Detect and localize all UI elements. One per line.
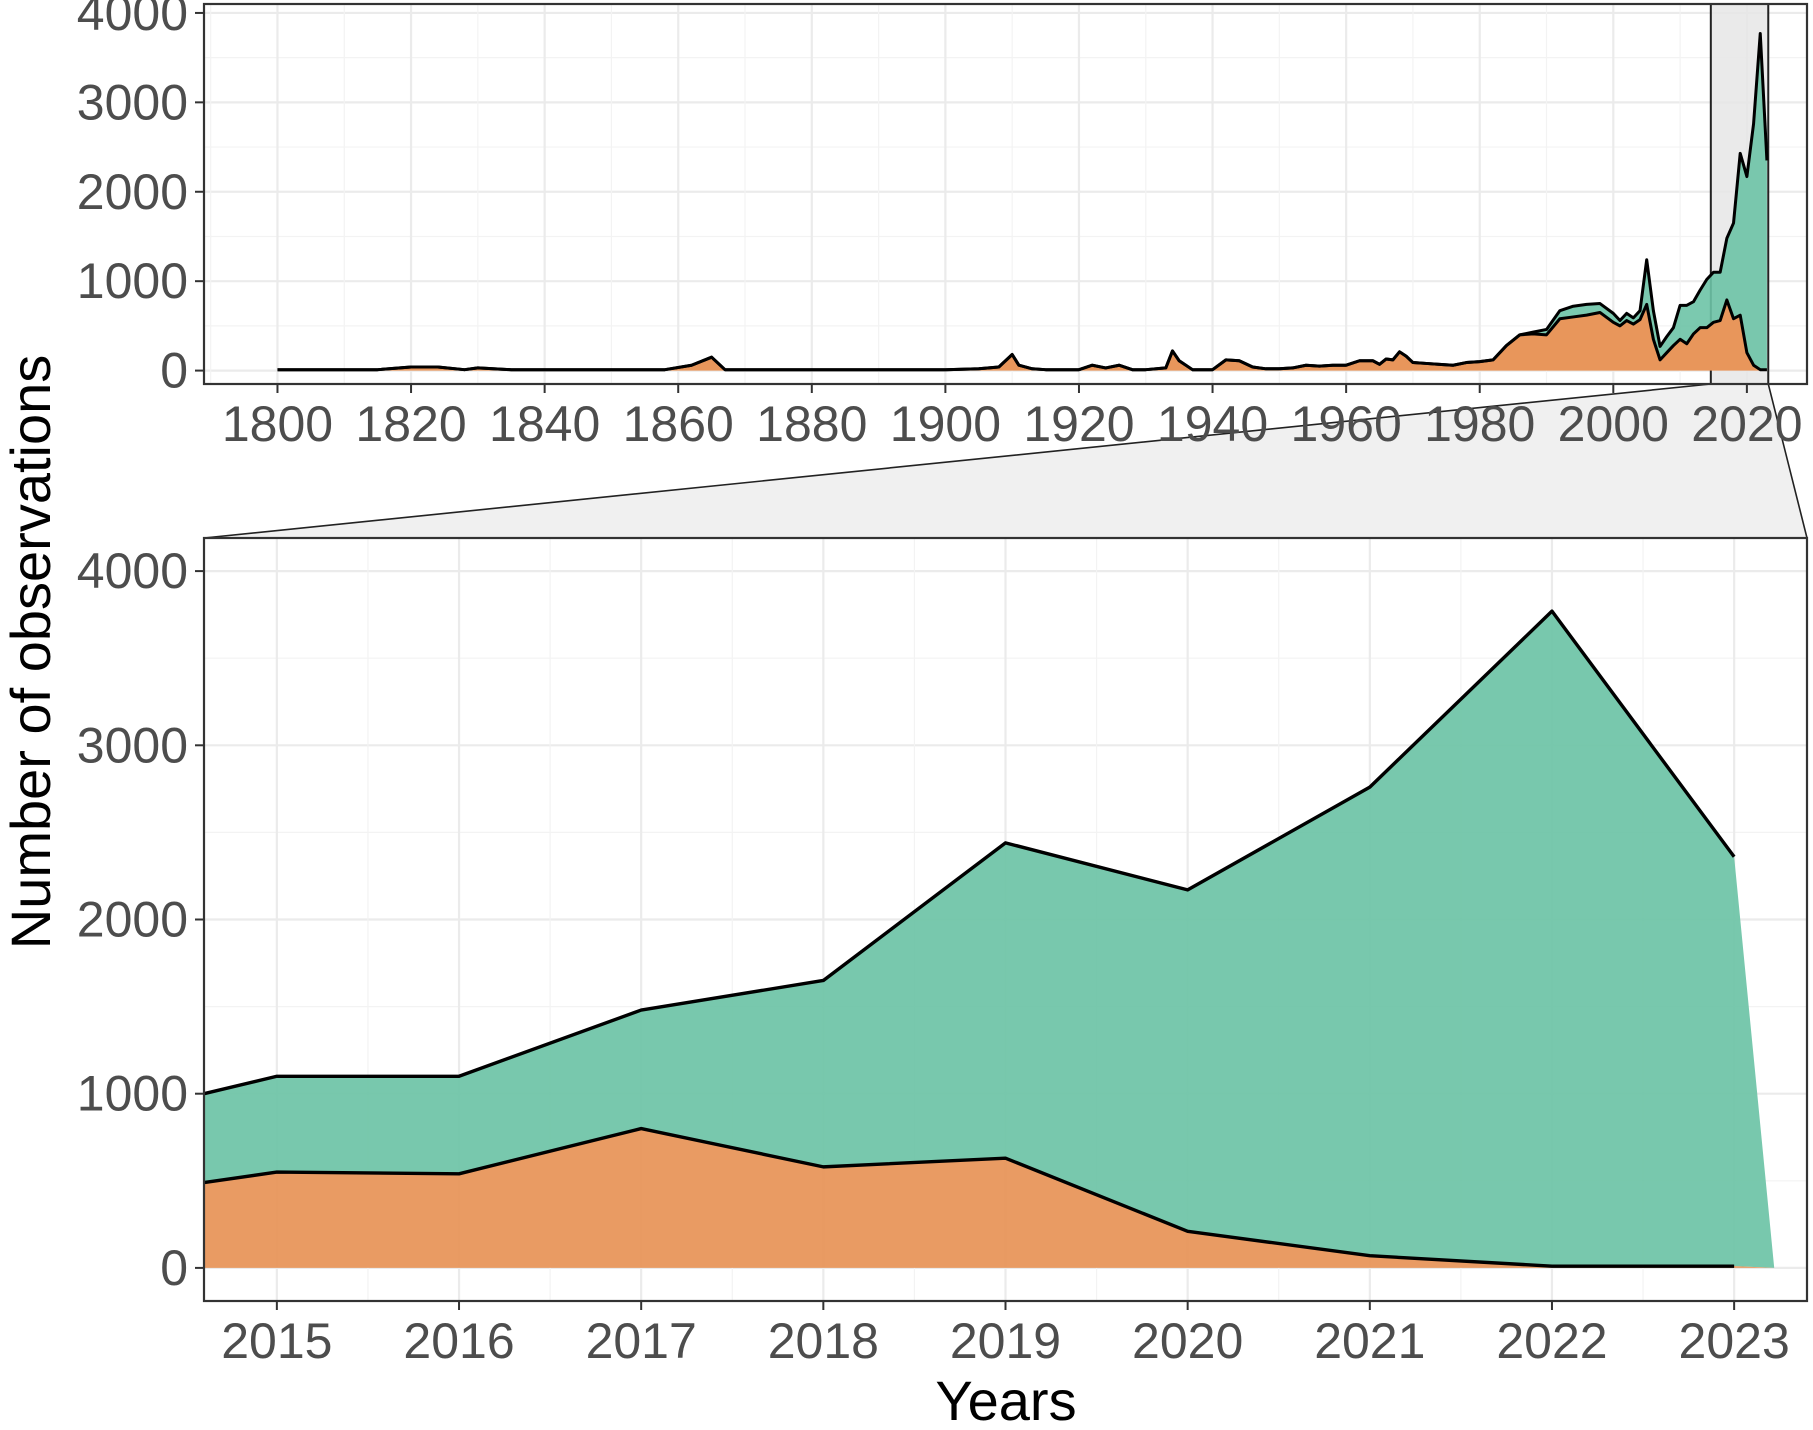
zoom-orange-outline bbox=[203, 1126, 1735, 1268]
x-tick-label: 2015 bbox=[221, 1313, 332, 1369]
x-tick-label: 2000 bbox=[1558, 396, 1669, 452]
x-tick-label: 1980 bbox=[1424, 396, 1535, 452]
overview-areas bbox=[277, 32, 1769, 372]
y-tick-label: 2000 bbox=[77, 164, 188, 220]
x-tick-label: 1840 bbox=[489, 396, 600, 452]
zoom-y-ticks: 0 1000 2000 3000 4000 bbox=[77, 543, 204, 1296]
x-axis-title: Years bbox=[935, 1369, 1076, 1430]
overview-panel: 0 1000 2000 3000 4000 1800 1820 1840 1860 1880 19… bbox=[77, 0, 1809, 452]
x-tick-label: 2020 bbox=[1132, 1313, 1243, 1369]
x-tick-label: 2016 bbox=[403, 1313, 514, 1369]
overview-panel-border bbox=[202, 2, 1809, 386]
x-tick-label: 1860 bbox=[623, 396, 734, 452]
y-tick-label: 0 bbox=[160, 1240, 188, 1296]
x-tick-label: 1960 bbox=[1291, 396, 1402, 452]
x-tick-label: 2022 bbox=[1496, 1313, 1607, 1369]
overview-x-ticks: 1800 1820 1840 1860 1880 1900 1920 1940 1960 1980… bbox=[222, 384, 1803, 452]
x-tick-label: 2017 bbox=[586, 1313, 697, 1369]
overview-area-orange bbox=[277, 299, 1767, 371]
zoom-area-green bbox=[204, 611, 1775, 1268]
y-tick-label: 1000 bbox=[77, 253, 188, 309]
overview-y-ticks: 0 1000 2000 3000 4000 bbox=[77, 0, 204, 399]
x-tick-label: 1920 bbox=[1023, 396, 1134, 452]
x-tick-label: 1880 bbox=[756, 396, 867, 452]
x-tick-label: 2023 bbox=[1679, 1313, 1790, 1369]
zoom-area-orange bbox=[204, 1128, 1775, 1268]
y-tick-label: 4000 bbox=[77, 0, 188, 41]
x-tick-label: 2020 bbox=[1691, 396, 1802, 452]
overview-total-outline bbox=[277, 32, 1769, 372]
x-tick-label: 1820 bbox=[355, 396, 466, 452]
y-tick-label: 4000 bbox=[77, 543, 188, 599]
x-tick-label: 1900 bbox=[890, 396, 1001, 452]
y-tick-label: 2000 bbox=[77, 892, 188, 948]
y-tick-label: 3000 bbox=[77, 717, 188, 773]
x-tick-label: 2019 bbox=[950, 1313, 1061, 1369]
zoom-x-ticks: 2015 2016 2017 2018 2019 2020 2021 2022 2023 bbox=[221, 1301, 1790, 1369]
zoom-areas bbox=[203, 609, 1775, 1268]
y-axis-title: Number of observations bbox=[0, 355, 62, 950]
overview-panel-background bbox=[204, 4, 1807, 384]
y-tick-label: 1000 bbox=[77, 1066, 188, 1122]
x-tick-label: 2021 bbox=[1314, 1313, 1425, 1369]
x-tick-label: 1800 bbox=[222, 396, 333, 452]
y-tick-label: 0 bbox=[160, 343, 188, 399]
zoom-total-outline bbox=[203, 609, 1736, 1096]
x-tick-label: 2018 bbox=[768, 1313, 879, 1369]
x-tick-label: 1940 bbox=[1157, 396, 1268, 452]
y-tick-label: 3000 bbox=[77, 74, 188, 130]
